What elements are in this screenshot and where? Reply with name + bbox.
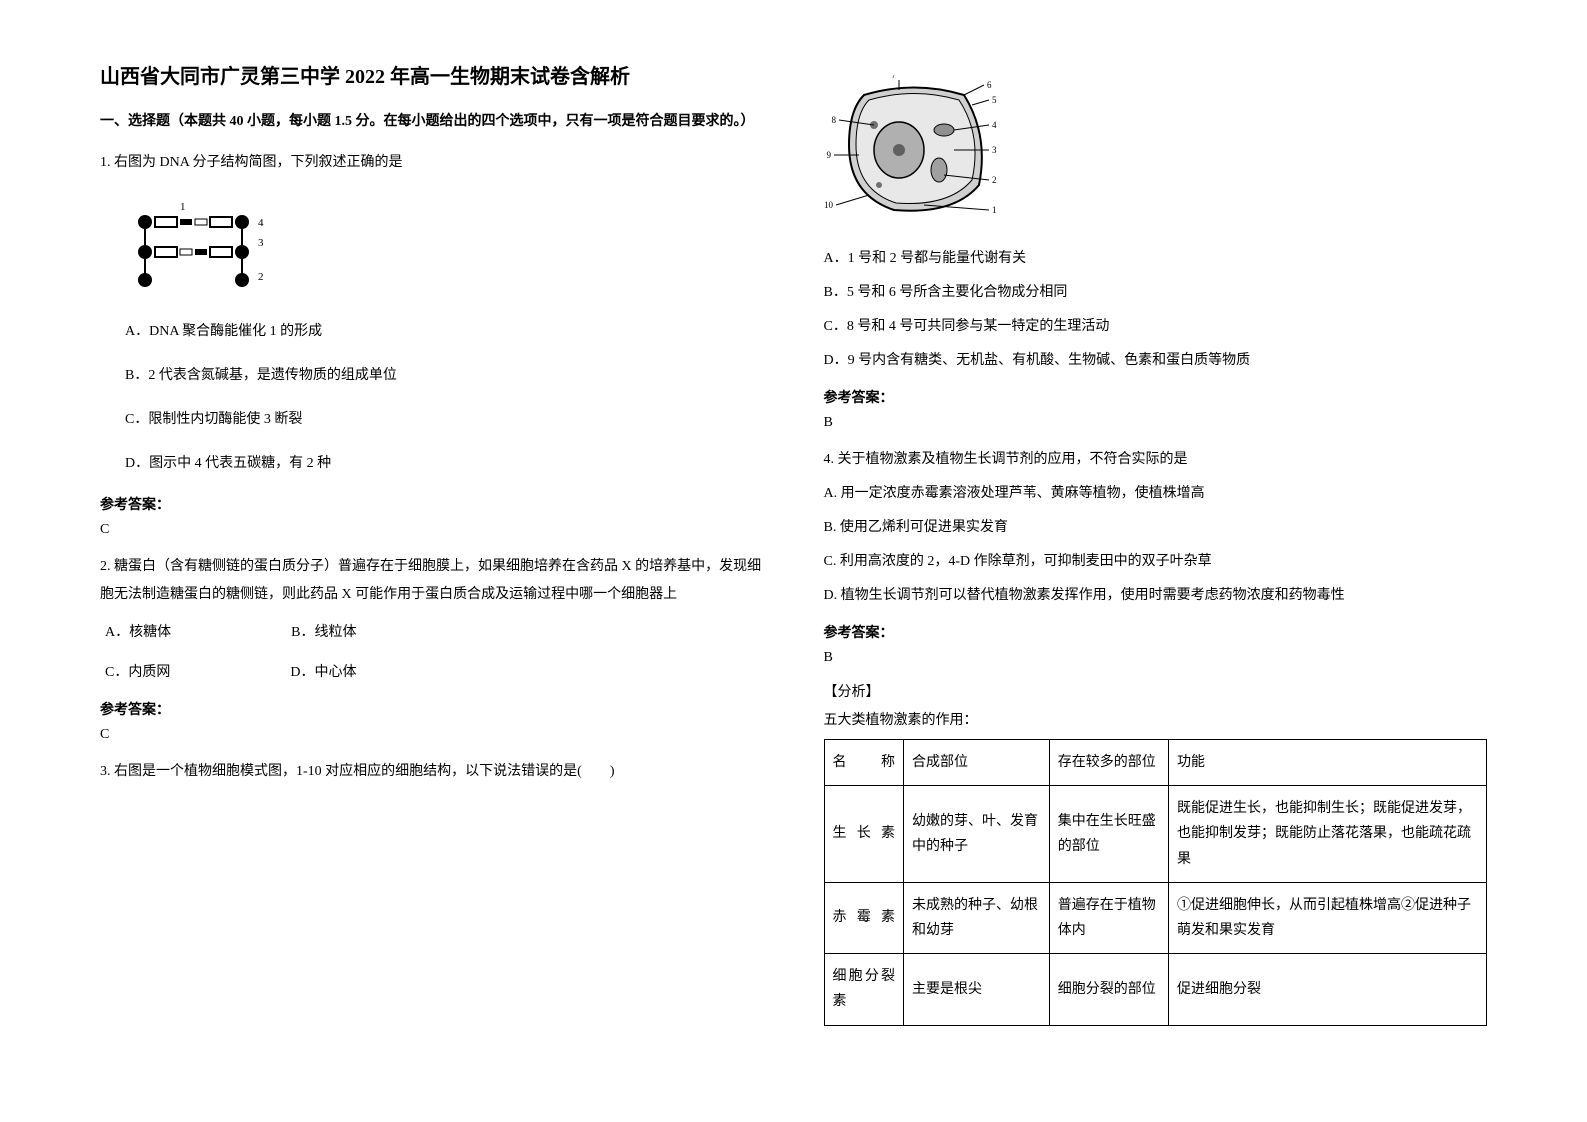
- q1-option-c: C．限制性内切酶能使 3 断裂: [100, 406, 764, 434]
- q4-option-c: C. 利用高浓度的 2，4-D 作除草剂，可抑制麦田中的双子叶杂草: [824, 548, 1488, 576]
- q2-answer-label: 参考答案：: [100, 699, 764, 719]
- th-function: 功能: [1169, 740, 1487, 786]
- q4-text: 4. 关于植物激素及植物生长调节剂的应用，不符合实际的是: [824, 446, 1488, 474]
- svg-text:5: 5: [992, 95, 997, 105]
- analysis-label: 【分析】: [824, 681, 1488, 701]
- document-title: 山西省大同市广灵第三中学 2022 年高一生物期末试卷含解析: [100, 60, 764, 89]
- cell-svg: 6 5 4 3 2 1 7 8 9 10: [824, 75, 1004, 225]
- table-header-row: 名称 合成部位 存在较多的部位 功能: [824, 740, 1487, 786]
- q3-text: 3. 右图是一个植物细胞模式图，1-10 对应相应的细胞结构，以下说法错误的是(…: [100, 758, 764, 786]
- svg-text:2: 2: [992, 175, 997, 185]
- svg-text:8: 8: [831, 115, 836, 125]
- cell-diagram-image: 6 5 4 3 2 1 7 8 9 10: [824, 75, 1004, 230]
- cell-synthesis: 幼嫩的芽、叶、发育中的种子: [904, 786, 1050, 883]
- cell-name: 细胞分裂素: [824, 954, 904, 1025]
- q3-option-a: A．1 号和 2 号都与能量代谢有关: [824, 245, 1488, 273]
- dna-svg: 4 3 2 1: [130, 202, 270, 292]
- svg-text:1: 1: [180, 202, 186, 213]
- q3-answer-label: 参考答案：: [824, 387, 1488, 407]
- q1-option-a: A．DNA 聚合酶能催化 1 的形成: [100, 318, 764, 346]
- q3-option-d: D．9 号内含有糖类、无机盐、有机酸、生物碱、色素和蛋白质等物质: [824, 347, 1488, 375]
- q1-answer-label: 参考答案：: [100, 494, 764, 514]
- th-synthesis: 合成部位: [904, 740, 1050, 786]
- cell-function: ①促进细胞伸长，从而引起植株增高②促进种子萌发和果实发育: [1169, 882, 1487, 953]
- table-row: 生长素 幼嫩的芽、叶、发育中的种子 集中在生长旺盛的部位 既能促进生长，也能抑制…: [824, 786, 1487, 883]
- question-2: 2. 糖蛋白（含有糖侧链的蛋白质分子）普遍存在于细胞膜上，如果细胞培养在含药品 …: [100, 553, 764, 687]
- cell-function: 既能促进生长，也能抑制生长；既能促进发芽，也能抑制发芽；既能防止落花落果，也能疏…: [1169, 786, 1487, 883]
- svg-text:9: 9: [826, 150, 831, 160]
- svg-text:10: 10: [824, 200, 834, 210]
- q2-answer: C: [100, 727, 764, 743]
- q2-text: 2. 糖蛋白（含有糖侧链的蛋白质分子）普遍存在于细胞膜上，如果细胞培养在含药品 …: [100, 553, 764, 609]
- cell-location: 细胞分裂的部位: [1049, 954, 1168, 1025]
- q1-option-d: D．图示中 4 代表五碳糖，有 2 种: [100, 450, 764, 478]
- q4-option-b: B. 使用乙烯利可促进果实发育: [824, 514, 1488, 542]
- cell-function: 促进细胞分裂: [1169, 954, 1487, 1025]
- cell-location: 普遍存在于植物体内: [1049, 882, 1168, 953]
- cell-location: 集中在生长旺盛的部位: [1049, 786, 1168, 883]
- th-name: 名称: [824, 740, 904, 786]
- q2-option-b: B．线粒体: [291, 619, 356, 647]
- q1-option-b: B．2 代表含氮碱基，是遗传物质的组成单位: [100, 362, 764, 390]
- q4-answer: B: [824, 650, 1488, 666]
- th-location: 存在较多的部位: [1049, 740, 1168, 786]
- cell-name: 赤霉素: [824, 882, 904, 953]
- cell-synthesis: 未成熟的种子、幼根和幼芽: [904, 882, 1050, 953]
- q2-option-a: A．核糖体: [105, 619, 171, 647]
- q4-option-d: D. 植物生长调节剂可以替代植物激素发挥作用，使用时需要考虑药物浓度和药物毒性: [824, 582, 1488, 610]
- q3-answer: B: [824, 415, 1488, 431]
- svg-text:3: 3: [992, 145, 997, 155]
- svg-text:7: 7: [891, 75, 896, 80]
- hormone-table: 名称 合成部位 存在较多的部位 功能 生长素 幼嫩的芽、叶、发育中的种子 集中在…: [824, 739, 1488, 1026]
- analysis-intro: 五大类植物激素的作用：: [824, 709, 1488, 729]
- right-column: 6 5 4 3 2 1 7 8 9 10 A．1 号和 2 号都与能量代谢有关 …: [824, 60, 1488, 1026]
- question-3-options: A．1 号和 2 号都与能量代谢有关 B．5 号和 6 号所含主要化合物成分相同…: [824, 245, 1488, 375]
- cell-synthesis: 主要是根尖: [904, 954, 1050, 1025]
- svg-text:3: 3: [258, 237, 264, 249]
- question-1: 1. 右图为 DNA 分子结构简图，下列叙述正确的是 4 3: [100, 149, 764, 478]
- q3-option-c: C．8 号和 4 号可共同参与某一特定的生理活动: [824, 313, 1488, 341]
- q2-option-c: C．内质网: [105, 659, 170, 687]
- svg-text:4: 4: [992, 120, 997, 130]
- section-header: 一、选择题（本题共 40 小题，每小题 1.5 分。在每小题给出的四个选项中，只…: [100, 109, 764, 134]
- q3-option-b: B．5 号和 6 号所含主要化合物成分相同: [824, 279, 1488, 307]
- table-row: 细胞分裂素 主要是根尖 细胞分裂的部位 促进细胞分裂: [824, 954, 1487, 1025]
- q1-text: 1. 右图为 DNA 分子结构简图，下列叙述正确的是: [100, 149, 764, 177]
- cell-name: 生长素: [824, 786, 904, 883]
- table-row: 赤霉素 未成熟的种子、幼根和幼芽 普遍存在于植物体内 ①促进细胞伸长，从而引起植…: [824, 882, 1487, 953]
- svg-text:4: 4: [258, 217, 264, 229]
- svg-text:1: 1: [992, 205, 997, 215]
- svg-text:2: 2: [258, 271, 264, 283]
- q1-answer: C: [100, 522, 764, 538]
- q2-option-d: D．中心体: [290, 659, 356, 687]
- question-4: 4. 关于植物激素及植物生长调节剂的应用，不符合实际的是 A. 用一定浓度赤霉素…: [824, 446, 1488, 610]
- q4-option-a: A. 用一定浓度赤霉素溶液处理芦苇、黄麻等植物，使植株增高: [824, 480, 1488, 508]
- dna-diagram-image: 4 3 2 1: [130, 202, 270, 303]
- q4-answer-label: 参考答案：: [824, 622, 1488, 642]
- svg-text:6: 6: [987, 80, 992, 90]
- left-column: 山西省大同市广灵第三中学 2022 年高一生物期末试卷含解析 一、选择题（本题共…: [100, 60, 764, 1026]
- question-3: 3. 右图是一个植物细胞模式图，1-10 对应相应的细胞结构，以下说法错误的是(…: [100, 758, 764, 786]
